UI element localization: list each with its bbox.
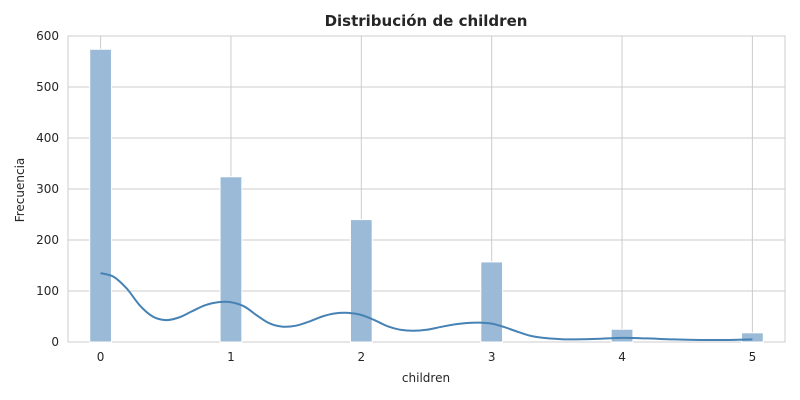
bars: [89, 48, 764, 343]
grid: [68, 35, 785, 343]
kde-line: [100, 272, 753, 341]
histogram-bar: [741, 332, 764, 343]
y-tick-label: 300: [36, 182, 59, 196]
y-axis-label: Frecuencia: [13, 158, 27, 223]
y-tick-label: 500: [36, 80, 59, 94]
histogram-bar: [89, 48, 112, 343]
x-axis-label: children: [402, 371, 450, 385]
x-tick-label: 5: [749, 350, 757, 364]
x-axis-ticks: 0 1 2 3 4 5: [97, 350, 756, 364]
y-tick-label: 600: [36, 29, 59, 43]
x-tick-label: 4: [618, 350, 626, 364]
y-tick-label: 200: [36, 233, 59, 247]
plot-area-frame: [67, 35, 786, 343]
x-tick-label: 0: [97, 350, 105, 364]
x-tick-label: 3: [488, 350, 496, 364]
y-tick-label: 100: [36, 284, 59, 298]
histogram-bar: [480, 261, 504, 343]
x-tick-label: 2: [357, 350, 365, 364]
histogram-bar: [610, 328, 634, 343]
histogram-bar: [349, 219, 373, 343]
y-axis-ticks: 0 100 200 300 400 500 600: [36, 29, 59, 349]
histogram-bar: [219, 176, 243, 343]
y-tick-label: 400: [36, 131, 59, 145]
chart-title: Distribución de children: [325, 12, 528, 30]
x-tick-label: 1: [227, 350, 235, 364]
y-tick-label: 0: [51, 335, 59, 349]
kde-curve-group: [100, 272, 753, 341]
